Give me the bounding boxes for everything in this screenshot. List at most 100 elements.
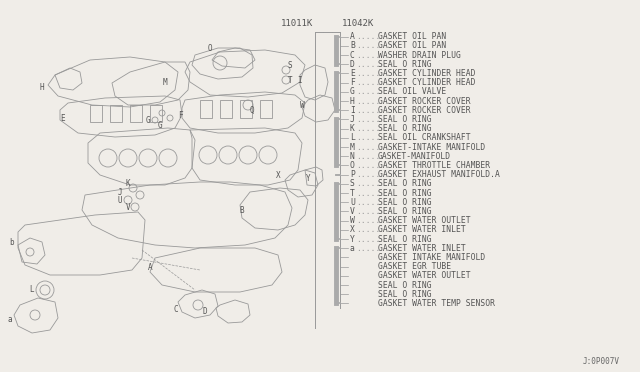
Text: SEAL O RING: SEAL O RING bbox=[378, 179, 431, 188]
Text: L: L bbox=[350, 133, 355, 142]
Text: .....: ..... bbox=[356, 106, 380, 115]
Text: SEAL O RING: SEAL O RING bbox=[378, 124, 431, 133]
Text: K: K bbox=[350, 124, 355, 133]
Text: C: C bbox=[350, 51, 355, 60]
Text: U: U bbox=[350, 198, 355, 207]
Text: .....: ..... bbox=[356, 124, 380, 133]
Text: Y: Y bbox=[306, 173, 310, 183]
Text: GASKET OIL PAN: GASKET OIL PAN bbox=[378, 41, 446, 50]
Text: .....: ..... bbox=[356, 41, 380, 50]
Text: B: B bbox=[240, 205, 244, 215]
Text: .....: ..... bbox=[356, 216, 380, 225]
Text: U: U bbox=[118, 196, 122, 205]
Text: S: S bbox=[350, 179, 355, 188]
Text: S: S bbox=[288, 61, 292, 70]
Text: SEAL O RING: SEAL O RING bbox=[378, 60, 431, 69]
Text: .....: ..... bbox=[356, 198, 380, 207]
Text: GASKET OIL PAN: GASKET OIL PAN bbox=[378, 32, 446, 41]
Text: I: I bbox=[350, 106, 355, 115]
Text: I: I bbox=[298, 76, 302, 84]
Text: J: J bbox=[350, 115, 355, 124]
Text: .....: ..... bbox=[356, 225, 380, 234]
Text: .....: ..... bbox=[356, 170, 380, 179]
Text: E: E bbox=[61, 113, 65, 122]
Text: T: T bbox=[288, 76, 292, 84]
Text: GASKET WATER OUTLET: GASKET WATER OUTLET bbox=[378, 216, 470, 225]
Text: .....: ..... bbox=[356, 161, 380, 170]
Text: K: K bbox=[125, 179, 131, 187]
Text: .....: ..... bbox=[356, 69, 380, 78]
Text: A: A bbox=[350, 32, 355, 41]
Text: SEAL O RING: SEAL O RING bbox=[378, 115, 431, 124]
Text: GASKET WATER INLET: GASKET WATER INLET bbox=[378, 244, 466, 253]
Text: O: O bbox=[350, 161, 355, 170]
Text: W: W bbox=[350, 216, 355, 225]
Text: F: F bbox=[350, 78, 355, 87]
Text: Y: Y bbox=[350, 234, 355, 244]
Text: O: O bbox=[208, 44, 212, 52]
Text: G: G bbox=[350, 87, 355, 96]
Text: P: P bbox=[350, 170, 355, 179]
Text: SEAL O RING: SEAL O RING bbox=[378, 189, 431, 198]
Text: GASKET WATER INLET: GASKET WATER INLET bbox=[378, 225, 466, 234]
Text: GASKET WATER TEMP SENSOR: GASKET WATER TEMP SENSOR bbox=[378, 299, 495, 308]
Text: GASKET EGR TUBE: GASKET EGR TUBE bbox=[378, 262, 451, 271]
Text: GASKET INTAKE MANIFOLD: GASKET INTAKE MANIFOLD bbox=[378, 253, 485, 262]
Text: GASKET CYLINDER HEAD: GASKET CYLINDER HEAD bbox=[378, 78, 476, 87]
Text: H: H bbox=[350, 96, 355, 106]
Text: a: a bbox=[350, 244, 355, 253]
Text: B: B bbox=[350, 41, 355, 50]
Text: WASHER DRAIN PLUG: WASHER DRAIN PLUG bbox=[378, 51, 461, 60]
Text: GASKET-INTAKE MANIFOLD: GASKET-INTAKE MANIFOLD bbox=[378, 142, 485, 151]
Text: .....: ..... bbox=[356, 189, 380, 198]
Text: V: V bbox=[125, 202, 131, 212]
Text: 11011K: 11011K bbox=[281, 19, 313, 28]
Text: GASKET ROCKER COVER: GASKET ROCKER COVER bbox=[378, 96, 470, 106]
Text: .....: ..... bbox=[356, 115, 380, 124]
Text: SEAL O RING: SEAL O RING bbox=[378, 207, 431, 216]
Text: GASKET EXHAUST MANIFOLD.A: GASKET EXHAUST MANIFOLD.A bbox=[378, 170, 500, 179]
Text: F: F bbox=[178, 110, 182, 119]
Text: SEAL O RING: SEAL O RING bbox=[378, 198, 431, 207]
Text: SEAL O RING: SEAL O RING bbox=[378, 290, 431, 299]
Text: GASKET ROCKER COVER: GASKET ROCKER COVER bbox=[378, 106, 470, 115]
Text: .....: ..... bbox=[356, 51, 380, 60]
Text: SEAL O RING: SEAL O RING bbox=[378, 234, 431, 244]
Text: .....: ..... bbox=[356, 87, 380, 96]
Text: V: V bbox=[350, 207, 355, 216]
Text: .....: ..... bbox=[356, 32, 380, 41]
Text: a: a bbox=[8, 315, 12, 324]
Text: SEAL OIL CRANKSHAFT: SEAL OIL CRANKSHAFT bbox=[378, 133, 470, 142]
Text: GASKET WATER OUTLET: GASKET WATER OUTLET bbox=[378, 271, 470, 280]
Text: GASKET CYLINDER HEAD: GASKET CYLINDER HEAD bbox=[378, 69, 476, 78]
Text: .....: ..... bbox=[356, 96, 380, 106]
Text: .....: ..... bbox=[356, 152, 380, 161]
Text: .....: ..... bbox=[356, 244, 380, 253]
Text: SEAL OIL VALVE: SEAL OIL VALVE bbox=[378, 87, 446, 96]
Text: M: M bbox=[163, 77, 167, 87]
Text: G: G bbox=[157, 121, 163, 129]
Text: GASKET-MANIFOLD: GASKET-MANIFOLD bbox=[378, 152, 451, 161]
Text: J:0P007V: J:0P007V bbox=[583, 357, 620, 366]
Text: D: D bbox=[350, 60, 355, 69]
Text: .....: ..... bbox=[356, 179, 380, 188]
Text: SEAL O RING: SEAL O RING bbox=[378, 280, 431, 289]
Text: .....: ..... bbox=[356, 78, 380, 87]
Text: Q: Q bbox=[250, 106, 254, 115]
Text: X: X bbox=[276, 170, 280, 180]
Text: A: A bbox=[148, 263, 152, 273]
Text: G: G bbox=[146, 115, 150, 125]
Text: .....: ..... bbox=[356, 234, 380, 244]
Text: C: C bbox=[173, 305, 179, 314]
Text: GASKET THROTTLE CHAMBER: GASKET THROTTLE CHAMBER bbox=[378, 161, 490, 170]
Text: .....: ..... bbox=[356, 60, 380, 69]
Text: L: L bbox=[29, 285, 35, 295]
Text: H: H bbox=[40, 83, 44, 92]
Text: W: W bbox=[300, 100, 304, 109]
Text: E: E bbox=[350, 69, 355, 78]
Text: M: M bbox=[350, 142, 355, 151]
Text: J: J bbox=[118, 187, 122, 196]
Text: .....: ..... bbox=[356, 133, 380, 142]
Text: D: D bbox=[203, 308, 207, 317]
Text: .....: ..... bbox=[356, 207, 380, 216]
